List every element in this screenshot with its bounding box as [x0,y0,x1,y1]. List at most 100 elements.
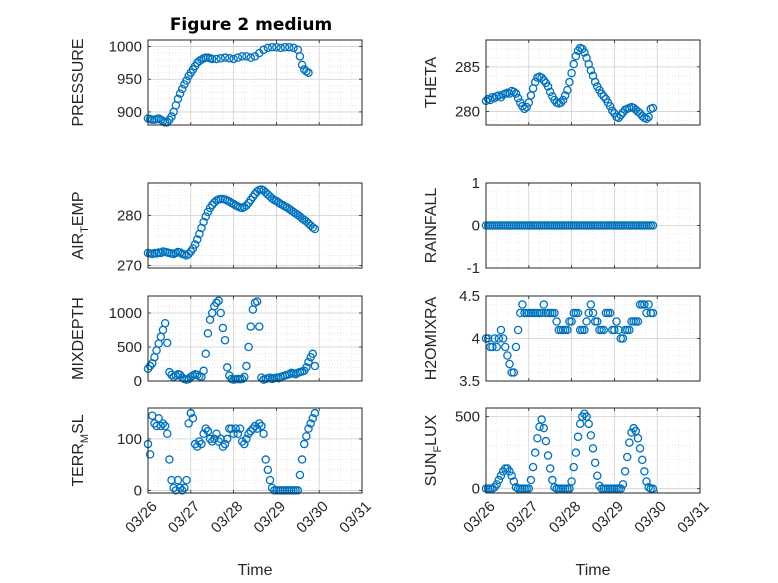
data-point [644,482,653,492]
data-point [163,338,172,348]
data-point [190,240,200,249]
data-point [173,475,183,485]
data-point [537,73,546,82]
data-point [246,322,255,331]
data-point [648,103,658,113]
data-point [637,111,647,121]
data-point [274,198,283,207]
data-point [509,368,519,377]
data-point [563,85,572,95]
data-point [212,429,221,439]
data-point [490,93,499,103]
data-point [207,200,217,210]
data-point [642,477,651,486]
data-point [612,317,621,326]
data-point [505,467,514,476]
data-series [481,43,658,123]
data-point [250,421,260,431]
data-point [526,475,536,485]
data-point [545,464,555,473]
data-point [582,317,591,326]
data-point [486,95,495,105]
data-point [537,415,546,424]
data-point [528,462,538,472]
data-point [242,201,251,210]
data-point [492,480,501,489]
data-point [216,308,226,318]
y-axis-label: MIXDEPTH [70,297,87,380]
data-point [216,434,226,444]
data-point [599,92,608,101]
y-axis-label: RAINFALL [423,188,440,264]
data-point [648,484,658,493]
data-point [304,68,313,77]
data-point [483,334,493,343]
data-point [160,421,170,431]
data-point [558,95,568,105]
y-axis-label-subscript: T [79,226,91,233]
data-point [145,450,155,459]
y-tick-label: 100 [117,431,142,448]
data-point [186,408,196,418]
data-point [635,109,645,118]
data-point [539,76,549,85]
data-point [620,467,630,476]
data-point [509,477,519,486]
data-point [190,439,200,449]
data-point [306,419,315,428]
data-point [640,300,649,309]
data-point [188,244,198,253]
data-point [184,419,193,428]
data-point [496,471,506,480]
data-point [255,322,264,331]
data-point [188,371,198,380]
data-point [590,458,600,467]
data-point [518,101,527,111]
data-series [143,408,320,495]
data-point [310,224,320,234]
data-point [552,317,561,326]
data-point [297,455,307,464]
data-point [237,374,247,384]
data-point [244,429,253,439]
data-point [633,107,643,116]
data-point [163,429,172,439]
data-point [625,438,634,447]
data-point [207,437,217,446]
data-point [192,370,202,380]
axes-box [147,182,363,269]
data-point [165,455,174,464]
y-tick-label: 280 [117,208,142,225]
data-point [263,465,273,475]
data-point [488,484,497,493]
axes-box [147,407,363,494]
y-axis-label-main: H2OMIXRA [423,296,440,380]
data-point [593,317,602,326]
data-point [237,52,247,61]
data-series [481,409,658,493]
data-point [501,342,510,352]
data-point [522,102,531,112]
y-axis-label: SUNFLUX [423,414,444,486]
data-point [560,91,570,100]
data-point [618,334,628,343]
data-point [284,42,294,52]
data-point [498,334,508,343]
data-point [169,483,178,493]
axes-box [485,407,701,494]
data-series [481,221,658,230]
data-point [259,45,268,55]
data-point [302,432,311,441]
data-point [584,308,593,318]
data-point [543,451,553,460]
y-tick-label: 500 [455,409,480,426]
data-series [481,300,658,377]
y-tick-label: 270 [117,258,142,275]
data-point [509,87,519,97]
data-point [518,300,527,309]
data-point [163,118,172,127]
data-point [171,486,181,495]
